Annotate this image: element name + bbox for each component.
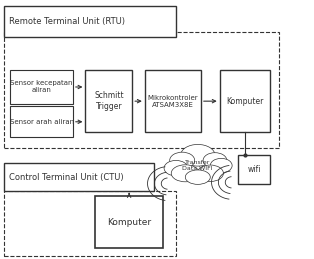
Text: Mikrokontroler
ATSAM3X8E: Mikrokontroler ATSAM3X8E [148, 95, 198, 108]
Text: Schmitt
Trigger: Schmitt Trigger [94, 91, 124, 111]
Text: Sensor kecepatan
aliran: Sensor kecepatan aliran [10, 81, 73, 93]
Bar [4, 163, 154, 191]
Text: Control Terminal Unit (CTU): Control Terminal Unit (CTU) [9, 173, 123, 182]
Bar [4, 32, 279, 148]
Bar [4, 6, 176, 37]
Text: Sensor arah aliran: Sensor arah aliran [10, 119, 74, 125]
Bar [95, 197, 164, 248]
Text: Remote Terminal Unit (RTU): Remote Terminal Unit (RTU) [9, 17, 125, 26]
Bar [4, 191, 176, 256]
Bar [85, 70, 132, 132]
Text: Transfer
Data WIFI: Transfer Data WIFI [182, 160, 213, 171]
Bar [220, 70, 270, 132]
Text: Komputer: Komputer [226, 97, 263, 106]
Text: wifi: wifi [247, 165, 261, 174]
Bar [10, 106, 73, 137]
Bar [10, 70, 73, 104]
Bar [238, 155, 270, 184]
Bar [145, 70, 201, 132]
Text: Komputer: Komputer [107, 218, 151, 227]
